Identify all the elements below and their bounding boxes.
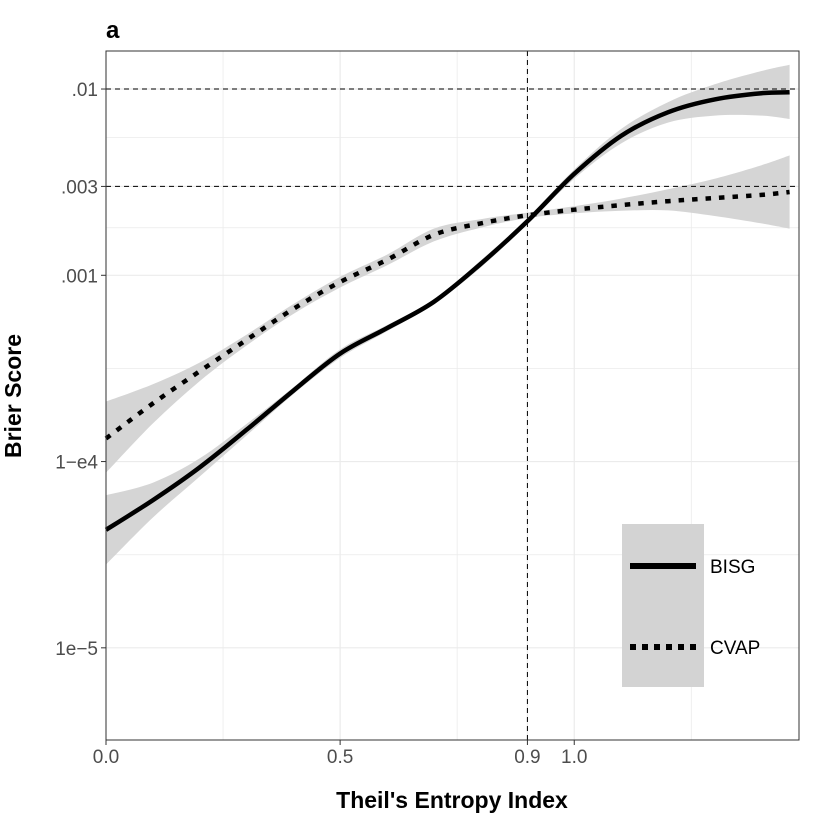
legend-label-cvap: CVAP [710,638,760,659]
ribbon-bisg [106,64,790,565]
y-axis-title: Brier Score [0,334,26,458]
panel-label: a [106,17,120,44]
series-lines [104,90,790,532]
plot-panel-border [105,50,800,741]
legend: BISG CVAP [622,524,760,687]
confidence-ribbons [106,64,790,565]
legend-key-background [622,524,704,687]
ribbon-cvap [106,155,790,473]
reference-lines [106,51,799,740]
series-line-bisg [104,90,790,532]
x-tick-label-0: 0.0 [93,747,119,768]
y-tick-label-1: 1−e4 [55,453,98,474]
x-tick-label-1: 0.5 [327,747,353,768]
y-tick-label-0: 1e−5 [55,639,98,660]
y-tick-label-2: .001 [61,266,98,287]
x-tick-label-3: 1.0 [561,747,587,768]
x-tick-label-2: 0.9 [514,747,540,768]
y-tick-label-4: .01 [72,80,98,101]
y-axis: 1e−5 1−e4 .001 .003 .01 [55,80,106,660]
legend-label-bisg: BISG [710,557,755,578]
y-tick-label-3: .003 [61,177,98,198]
x-axis: 0.0 0.5 0.9 1.0 [93,740,587,768]
x-axis-title: Theil's Entropy Index [336,787,568,813]
